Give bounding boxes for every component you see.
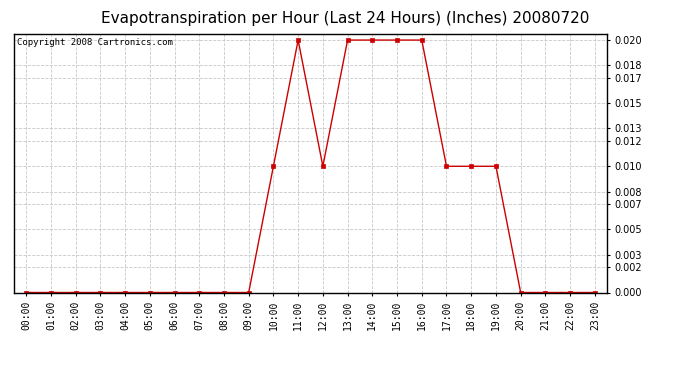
Text: Copyright 2008 Cartronics.com: Copyright 2008 Cartronics.com [17, 38, 172, 46]
Text: Evapotranspiration per Hour (Last 24 Hours) (Inches) 20080720: Evapotranspiration per Hour (Last 24 Hou… [101, 11, 589, 26]
